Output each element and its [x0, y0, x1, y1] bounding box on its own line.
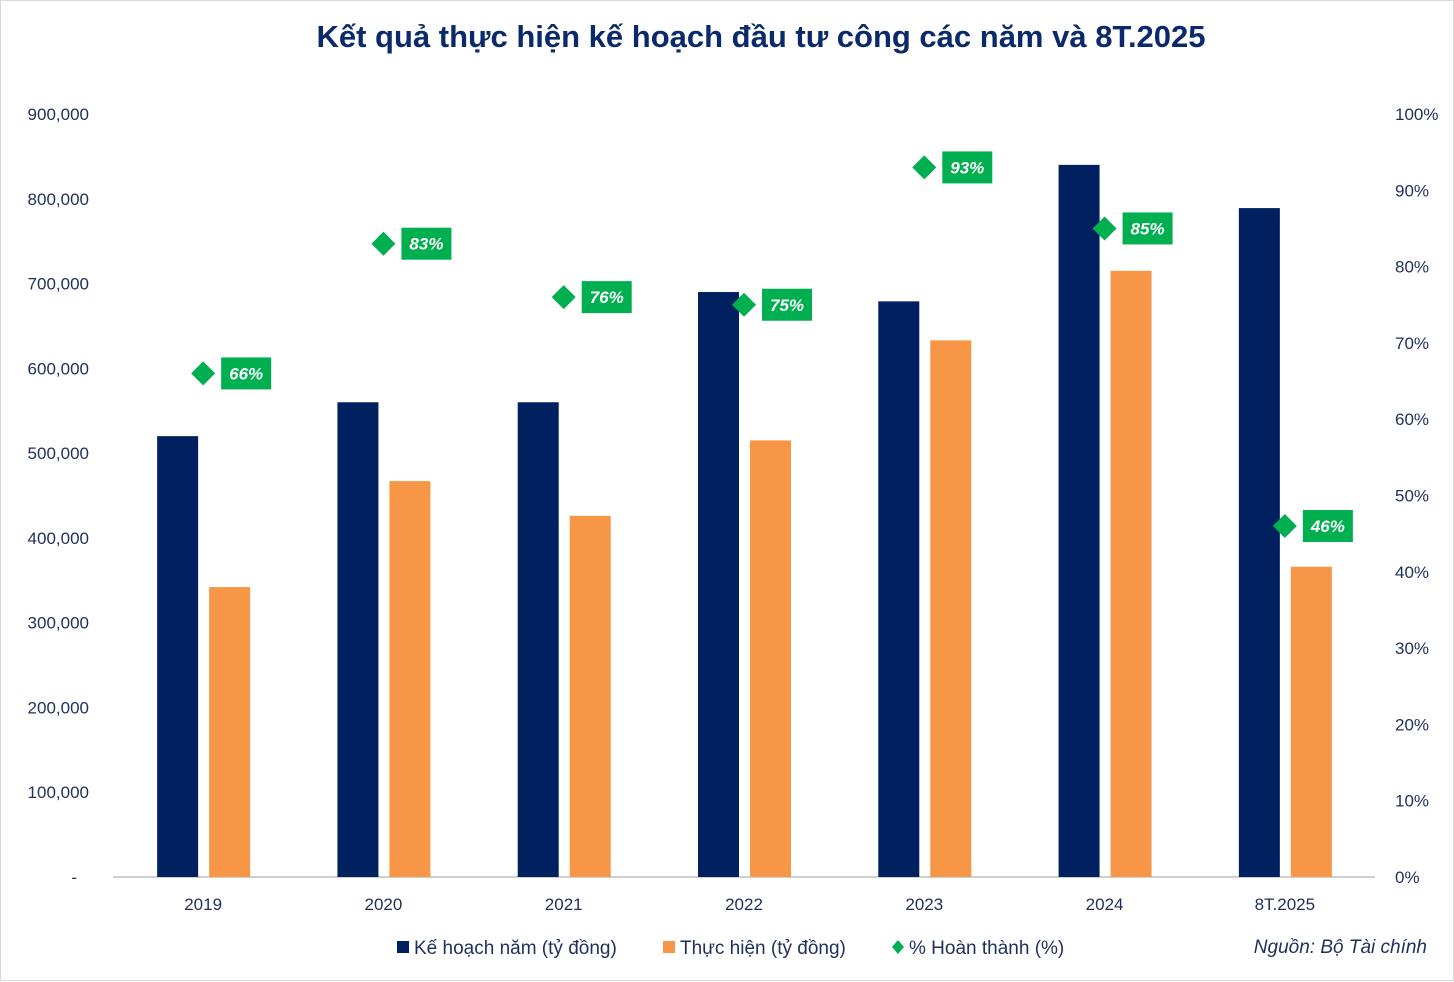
legend-swatch-actual: [663, 941, 675, 953]
y-right-tick-label: 60%: [1395, 410, 1429, 429]
x-tick-label: 2023: [905, 895, 943, 914]
y-right-tick-label: 10%: [1395, 792, 1429, 811]
bar-plan: [1238, 208, 1280, 877]
bar-plan: [1058, 164, 1100, 877]
data-label: 66%: [229, 364, 263, 383]
legend-label-plan: Kế hoạch năm (tỷ đồng): [414, 938, 617, 959]
legend-label-percent: % Hoàn thành (%): [909, 938, 1064, 959]
x-tick-label: 2021: [545, 895, 583, 914]
y-left-tick-label: -: [71, 868, 77, 887]
legend-diamond-icon: [892, 940, 904, 954]
data-label: 83%: [409, 235, 443, 254]
y-left-tick-label: 100,000: [28, 783, 89, 802]
data-label: 75%: [770, 296, 804, 315]
data-label-box: [942, 151, 993, 184]
x-tick-label: 2020: [365, 895, 403, 914]
legend-label-actual: Thực hiện (tỷ đồng): [680, 938, 846, 959]
y-right-tick-label: 50%: [1395, 487, 1429, 506]
bar-actual: [930, 340, 972, 877]
bar-actual: [1110, 270, 1152, 878]
bar-actual: [1290, 566, 1332, 877]
percent-marker-diamond: [1272, 514, 1297, 539]
y-left-tick-label: 500,000: [28, 444, 89, 463]
percent-marker-diamond: [371, 231, 396, 256]
bar-actual: [209, 587, 251, 877]
percent-marker-diamond: [1092, 216, 1117, 241]
x-tick-label: 2024: [1086, 895, 1124, 914]
legend-swatch-plan: [397, 941, 409, 953]
percent-marker-diamond: [732, 292, 756, 317]
y-right-tick-label: 20%: [1395, 715, 1429, 734]
y-right-tick-label: 30%: [1395, 639, 1429, 658]
data-label-box: [221, 357, 272, 390]
source-note: Nguồn: Bộ Tài chính: [1254, 937, 1427, 958]
y-right-tick-label: 90%: [1395, 181, 1429, 200]
bar-plan: [157, 436, 199, 877]
y-right-tick-label: 80%: [1395, 258, 1429, 277]
data-label-box: [762, 288, 812, 321]
bar-actual: [389, 481, 431, 877]
y-left-tick-label: 300,000: [28, 614, 89, 633]
y-right-tick-label: 0%: [1395, 868, 1420, 887]
y-right-tick-label: 70%: [1395, 334, 1429, 353]
data-label: 46%: [1310, 517, 1345, 536]
y-right-tick-label: 40%: [1395, 563, 1429, 582]
data-label: 93%: [950, 158, 984, 177]
y-left-tick-label: 700,000: [28, 275, 89, 294]
percent-marker-diamond: [191, 361, 216, 386]
legend: Kế hoạch năm (tỷ đồng) Thực hiện (tỷ đồn…: [397, 938, 1064, 959]
x-tick-label: 8T.2025: [1255, 895, 1316, 914]
bar-plan: [698, 292, 739, 877]
percent-marker-diamond: [912, 155, 937, 180]
bar-actual: [750, 440, 791, 877]
data-label-box: [1122, 212, 1173, 245]
data-label-box: [1302, 510, 1353, 543]
data-label-box: [401, 227, 452, 260]
chart-title: Kết quả thực hiện kế hoạch đầu tư công c…: [316, 19, 1205, 54]
data-label: 76%: [590, 288, 624, 307]
y-left-tick-label: 600,000: [28, 359, 89, 378]
y-left-tick-label: 900,000: [28, 105, 89, 124]
y-right-tick-label: 100%: [1395, 105, 1438, 124]
bar-plan: [517, 402, 559, 877]
data-label-box: [581, 281, 632, 314]
percent-marker-diamond: [551, 285, 576, 310]
bar-plan: [337, 402, 379, 877]
y-left-tick-label: 400,000: [28, 529, 89, 548]
y-left-tick-label: 800,000: [28, 190, 89, 209]
x-tick-label: 2022: [725, 895, 763, 914]
x-tick-label: 2019: [184, 895, 222, 914]
y-left-tick-label: 200,000: [28, 698, 89, 717]
data-label: 85%: [1131, 219, 1165, 238]
bar-actual: [569, 515, 611, 877]
bar-plan: [878, 301, 920, 877]
